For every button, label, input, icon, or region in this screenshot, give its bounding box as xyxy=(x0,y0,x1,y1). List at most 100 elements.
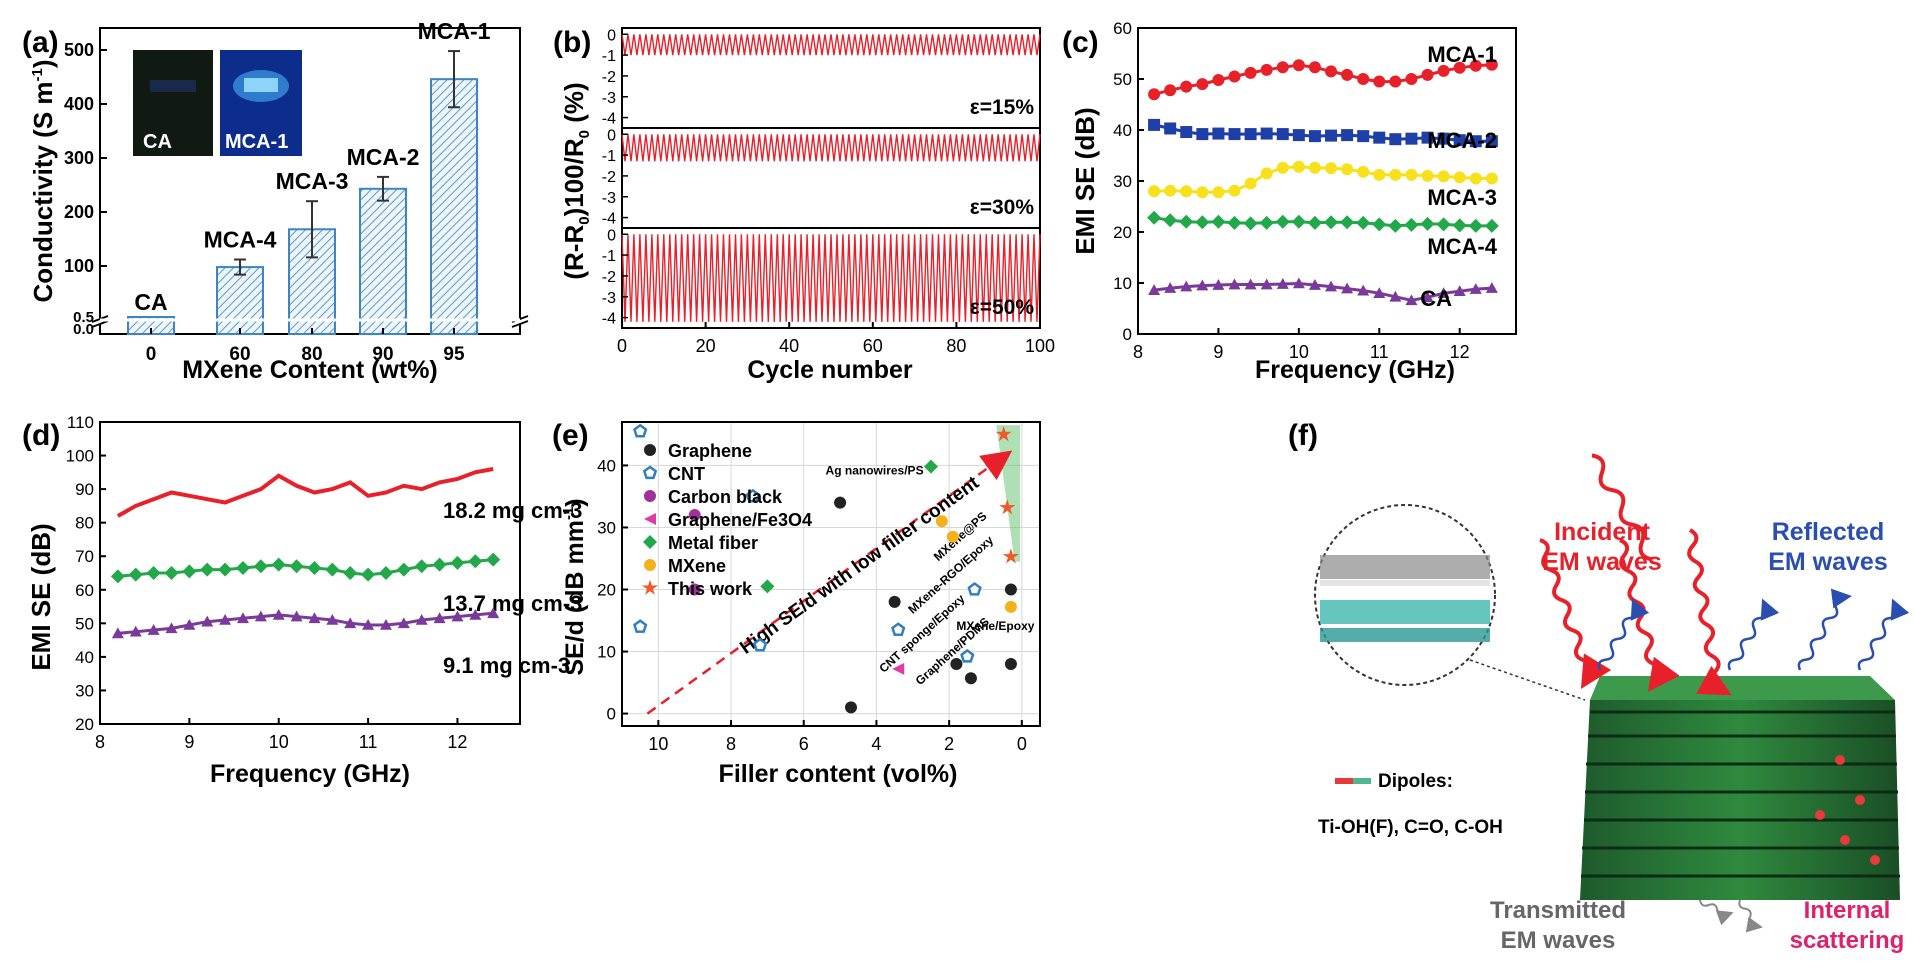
data-point xyxy=(433,612,446,624)
data-point xyxy=(1420,216,1435,231)
data-point xyxy=(200,562,215,577)
x-tick-label: 80 xyxy=(946,336,966,356)
data-point xyxy=(1341,282,1354,294)
data-point-cnt xyxy=(633,619,648,633)
series-label: 13.7 mg cm-3 xyxy=(443,591,582,616)
axis-break xyxy=(511,320,529,328)
internal-label-2: scattering xyxy=(1790,927,1905,954)
transmitted-label-2: EM waves xyxy=(1501,927,1616,954)
data-point xyxy=(1179,214,1194,229)
x-tick-label: 12 xyxy=(447,732,467,752)
y-tick-label: 40 xyxy=(75,648,94,667)
inset-label-ca: CA xyxy=(143,131,172,153)
strain-label: ε=15% xyxy=(970,96,1035,119)
panel-b: (b) 0 -1 -2 -3 -4 ε=15% 0 -1 -2 -3 -4 ε=30% 0 -1 -2 -3 -… xyxy=(553,26,1055,384)
data-point xyxy=(1244,177,1257,190)
series-line-mca-4 xyxy=(1153,216,1492,228)
y-tick-label: 30 xyxy=(1113,172,1132,191)
legend-label: Carbon black xyxy=(668,487,783,507)
data-point xyxy=(1325,129,1338,142)
data-point-cnt xyxy=(752,637,768,652)
data-point xyxy=(1357,284,1370,296)
microstructure-inset xyxy=(1314,504,1586,701)
y-tick-label: 70 xyxy=(75,547,94,566)
data-point xyxy=(343,566,358,580)
data-point xyxy=(1212,74,1225,87)
x-tick-label: 0 xyxy=(1017,734,1027,754)
y-tick-label: 40 xyxy=(1113,121,1132,140)
data-point xyxy=(1276,278,1289,289)
data-point xyxy=(1389,75,1402,88)
data-point xyxy=(1163,213,1178,228)
reflected-wave xyxy=(1797,588,1852,671)
legend-label: This work xyxy=(668,579,753,599)
panel-a-xlabel: MXene Content (wt%) xyxy=(182,356,438,384)
data-point xyxy=(1292,129,1305,142)
x-tick-label: 20 xyxy=(696,336,716,356)
data-point xyxy=(165,622,178,634)
data-point xyxy=(1436,217,1451,232)
data-point xyxy=(1485,135,1498,148)
bar-label: MCA-3 xyxy=(276,168,349,194)
data-point xyxy=(1468,218,1483,233)
legend-marker xyxy=(643,535,657,549)
data-point xyxy=(1341,129,1354,142)
series-label: CA xyxy=(1420,286,1452,311)
data-point xyxy=(146,566,161,580)
y-tick-label: 20 xyxy=(75,715,94,734)
panel-d-content: 8 9 10 11 12 20 30 40 50 60 70 80 90 100 110 18.2 mg cm… xyxy=(66,413,583,752)
reflected-wave xyxy=(1857,598,1910,671)
incident-label-1: Incident xyxy=(1554,518,1651,546)
data-point xyxy=(1243,216,1258,231)
data-point xyxy=(1357,130,1370,143)
y-tick-label: 100 xyxy=(64,256,94,276)
data-point xyxy=(201,615,214,627)
incident-wave xyxy=(1687,528,1732,696)
x-tick-label: 9 xyxy=(184,732,194,752)
legend-marker xyxy=(644,490,656,502)
panel-d-ylabel: EMI SE (dB) xyxy=(26,523,56,670)
data-point xyxy=(1341,163,1354,176)
data-point xyxy=(1421,131,1434,144)
data-point-this-work xyxy=(999,499,1016,515)
y-tick-label: -2 xyxy=(602,269,616,286)
inset-photo-ca xyxy=(133,50,213,156)
data-point xyxy=(1404,217,1419,232)
x-tick-label: 8 xyxy=(1133,342,1143,362)
x-tick-label: 0 xyxy=(617,336,627,356)
data-point xyxy=(1325,65,1338,78)
series-line-mca-1 xyxy=(1153,63,1492,96)
x-tick-label: 40 xyxy=(779,336,799,356)
data-point xyxy=(1196,128,1209,141)
series-line-ca xyxy=(1153,281,1492,302)
data-point xyxy=(1437,64,1450,77)
data-point xyxy=(1228,70,1241,83)
dipole-dot xyxy=(1815,810,1825,820)
legend-label: Graphene xyxy=(668,441,752,461)
data-point xyxy=(1164,184,1177,197)
incident-label-2: EM waves xyxy=(1542,548,1662,576)
y-tick-label: 500 xyxy=(64,40,94,60)
data-point xyxy=(1260,63,1273,76)
y-tick-label: -1 xyxy=(602,48,616,65)
x-tick-label: 0 xyxy=(146,344,157,365)
y-tick-label: 40 xyxy=(597,456,616,475)
panel-d: (d) 8 9 10 11 12 20 30 40 50 60 70 80 90 100 110 18.2 m… xyxy=(22,413,582,788)
data-point xyxy=(1453,61,1466,74)
data-point xyxy=(361,567,376,582)
data-point xyxy=(1389,133,1402,146)
y-tick-label: 0 xyxy=(607,27,616,44)
data-point xyxy=(1212,279,1225,290)
data-point xyxy=(1164,84,1177,97)
data-point xyxy=(1196,186,1209,199)
data-point xyxy=(1324,215,1339,230)
data-point xyxy=(1453,171,1466,184)
y-tick-label: 400 xyxy=(64,94,94,114)
data-point xyxy=(254,610,267,622)
data-point xyxy=(432,557,447,572)
data-point xyxy=(1308,130,1321,143)
series-label: 18.2 mg cm-3 xyxy=(443,498,582,523)
data-point xyxy=(182,564,197,579)
data-point xyxy=(1260,167,1273,180)
